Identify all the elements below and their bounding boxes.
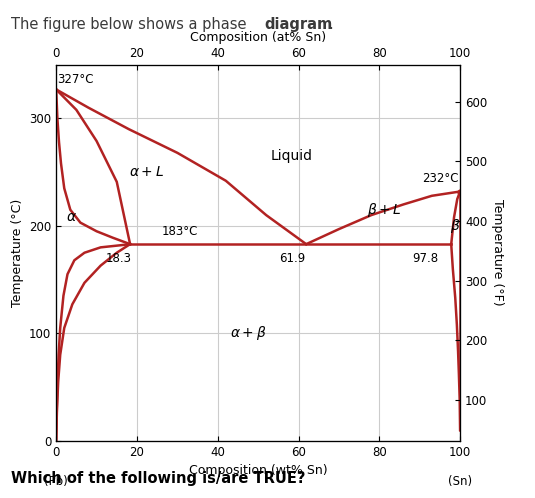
Text: $\beta + L$: $\beta + L$ [367, 201, 402, 219]
Text: $\beta$: $\beta$ [450, 217, 461, 235]
Text: diagram: diagram [265, 17, 333, 32]
Text: 61.9: 61.9 [279, 251, 305, 264]
Text: (Sn): (Sn) [448, 475, 472, 488]
X-axis label: Composition (wt% Sn): Composition (wt% Sn) [189, 464, 327, 477]
Text: Liquid: Liquid [270, 149, 312, 163]
Text: 183°C: 183°C [161, 225, 197, 238]
Y-axis label: Temperature (°F): Temperature (°F) [491, 199, 504, 306]
Text: 232°C: 232°C [422, 172, 458, 185]
Text: 327°C: 327°C [57, 73, 94, 86]
X-axis label: Composition (at% Sn): Composition (at% Sn) [190, 31, 326, 44]
Text: $\alpha + L$: $\alpha + L$ [129, 165, 164, 179]
Text: Which of the following is/are TRUE?: Which of the following is/are TRUE? [11, 471, 305, 486]
Text: 18.3: 18.3 [106, 251, 132, 264]
Text: (Pb): (Pb) [44, 475, 68, 488]
Text: 97.8: 97.8 [412, 251, 439, 264]
Y-axis label: Temperature (°C): Temperature (°C) [11, 199, 24, 307]
Text: $\alpha + \beta$: $\alpha + \beta$ [230, 324, 266, 342]
Text: $\alpha$: $\alpha$ [66, 210, 77, 224]
Text: The figure below shows a phase: The figure below shows a phase [11, 17, 251, 32]
Text: .: . [328, 17, 333, 32]
